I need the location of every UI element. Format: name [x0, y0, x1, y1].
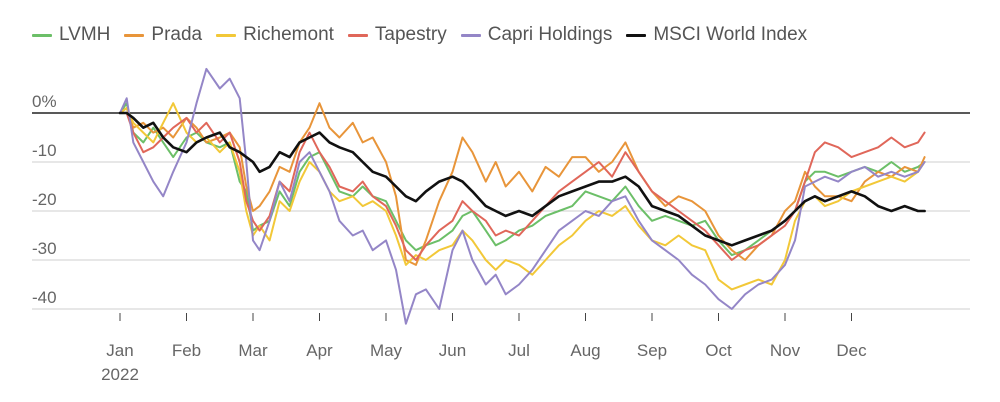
y-tick-label: -30 — [32, 239, 57, 258]
legend-label: Capri Holdings — [487, 24, 613, 45]
y-tick-label: -40 — [32, 288, 57, 307]
legend-label: LVMH — [59, 24, 111, 45]
legend-item-tapestry: Tapestry — [347, 24, 447, 46]
legend-swatch — [216, 33, 237, 37]
legend-swatch — [347, 33, 368, 37]
x-tick-label: Jul — [508, 341, 530, 360]
legend-swatch — [124, 33, 145, 37]
x-tick-label: Jan — [106, 341, 133, 360]
legend-item-lvmh: LVMH — [32, 24, 110, 46]
series-line-msci-world-index — [118, 111, 926, 247]
legend-label: Richemont — [243, 24, 334, 45]
x-tick-label: Apr — [306, 341, 333, 360]
x-tick-year-label: 2022 — [101, 365, 139, 384]
x-tick-label: Mar — [238, 341, 268, 360]
legend-swatch — [32, 33, 52, 37]
x-tick-label: Sep — [637, 341, 667, 360]
x-tick-label: Nov — [770, 341, 801, 360]
x-tick-label: Jun — [439, 341, 466, 360]
legend-item-richemont: Richemont — [216, 24, 334, 46]
x-tick-label: Aug — [570, 341, 600, 360]
legend-swatch — [626, 33, 647, 37]
legend-label: Prada — [151, 24, 203, 45]
legend-label: MSCI World Index — [653, 24, 808, 45]
x-tick-label: Oct — [705, 341, 732, 360]
legend-swatch — [460, 33, 481, 37]
series-line-capri-holdings — [119, 67, 926, 325]
x-tick-label: Feb — [172, 341, 201, 360]
series-line-richemont — [119, 102, 926, 291]
x-tick-label: May — [370, 341, 403, 360]
x-tick-label: Dec — [836, 341, 867, 360]
y-tick-label: 0% — [32, 92, 57, 111]
series-line-prada — [119, 102, 926, 266]
y-tick-label: -20 — [32, 190, 57, 209]
y-tick-label: -10 — [32, 141, 57, 160]
legend: LVMH Prada Richemont Tapestry Capri Holdings… — [32, 24, 821, 46]
legend-item-capri-holdings: Capri Holdings — [460, 24, 613, 46]
legend-item-prada: Prada — [124, 24, 202, 46]
series-line-tapestry — [119, 112, 926, 261]
legend-label: Tapestry — [374, 24, 447, 45]
legend-item-msci-world-index: MSCI World Index — [626, 24, 807, 46]
